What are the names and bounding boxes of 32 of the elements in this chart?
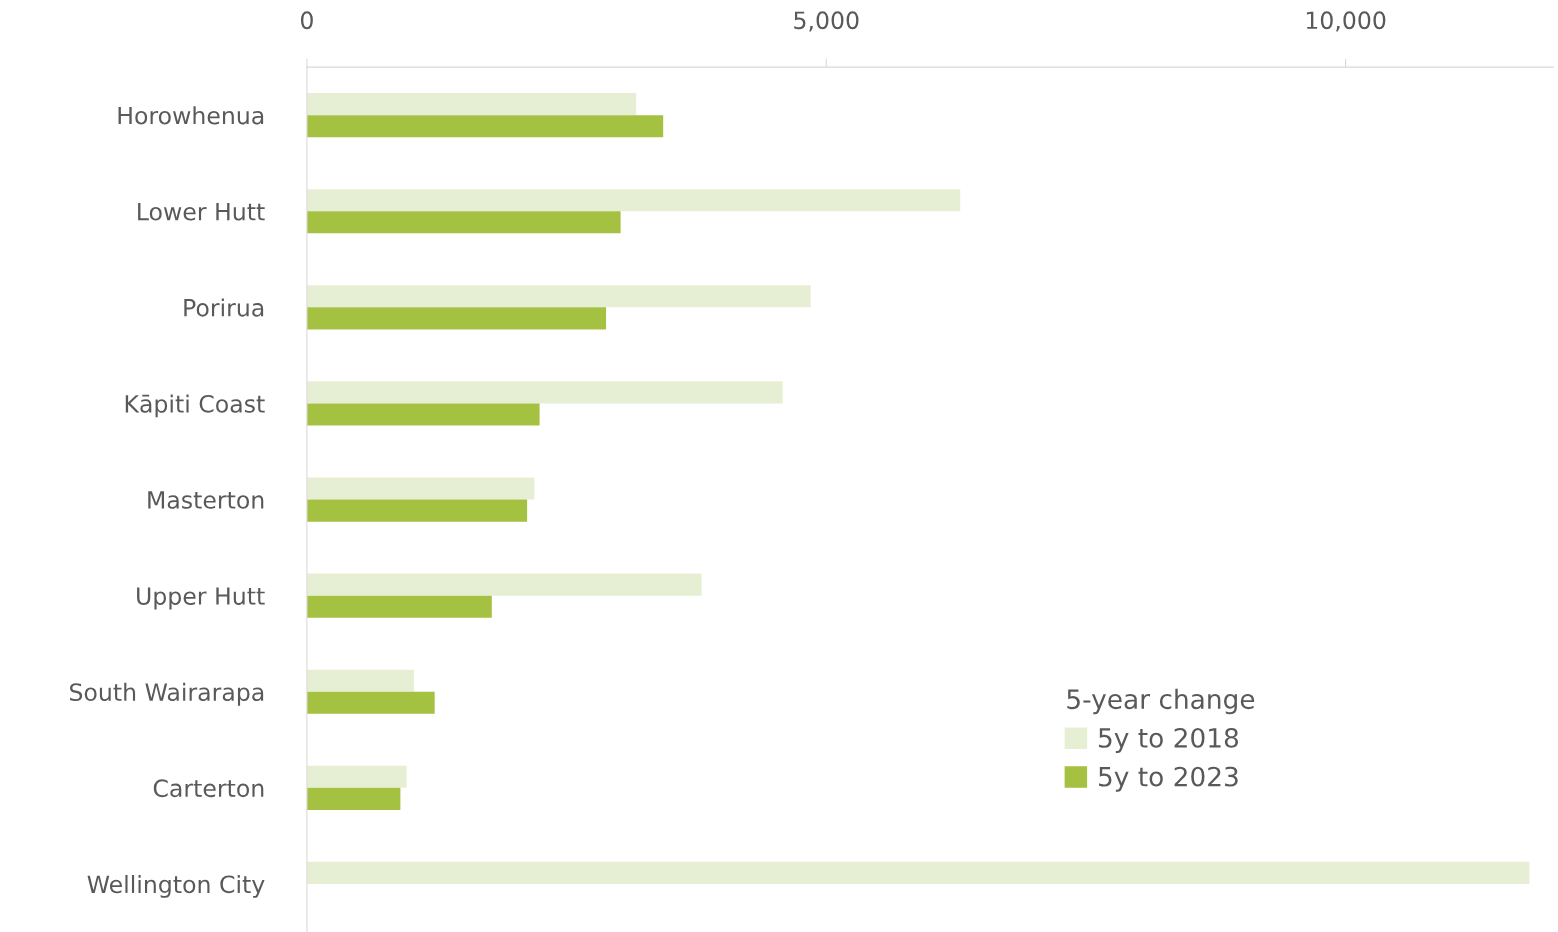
- bar: [306, 787, 401, 810]
- y-tick-label: Lower Hutt: [138, 203, 265, 221]
- y-tick-label: Porirua: [184, 298, 264, 317]
- legend-label: 5y to 2018: [1099, 727, 1239, 753]
- bar: [306, 765, 407, 788]
- y-tick-label: South Wairarapa: [70, 682, 264, 706]
- bar: [306, 499, 528, 522]
- y-tick-label: Masterton: [148, 491, 264, 509]
- bar: [306, 403, 540, 426]
- bar: [306, 669, 414, 692]
- legend-title: 5-year change: [1067, 688, 1255, 715]
- bar: [306, 477, 535, 500]
- y-tick-label: Wellington City: [87, 874, 265, 898]
- y-tick-label: Upper Hutt: [137, 587, 265, 610]
- bar: [306, 861, 1530, 884]
- bar: [306, 307, 607, 330]
- bar: [306, 595, 492, 618]
- bar: [306, 93, 637, 116]
- x-tick-label: 5,000: [794, 11, 859, 32]
- y-tick-label: Kāpiti Coast: [125, 394, 265, 418]
- legend-label: 5y to 2023: [1099, 766, 1238, 792]
- bar: [306, 573, 702, 596]
- bar: [306, 381, 783, 404]
- bar: [306, 211, 621, 234]
- bar: [306, 115, 664, 138]
- x-tick-label: 0: [300, 11, 313, 30]
- bar: [306, 189, 961, 212]
- bar: [306, 691, 435, 714]
- y-tick-label: Horowhenua: [118, 106, 264, 125]
- y-tick-label: Carterton: [153, 779, 264, 798]
- bar: [306, 285, 811, 308]
- x-tick-label: 10,000: [1306, 11, 1386, 32]
